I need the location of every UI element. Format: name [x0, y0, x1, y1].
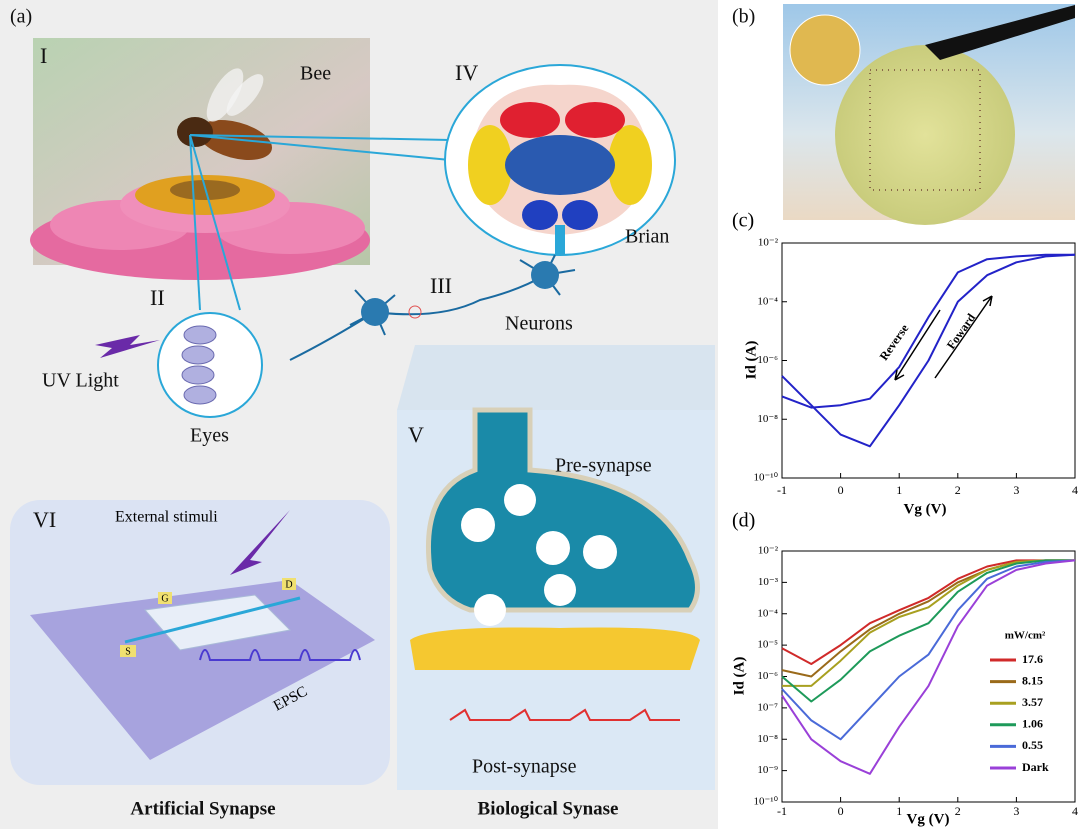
- pad-label: D: [285, 579, 292, 590]
- arrow: [934, 295, 993, 379]
- eye-circle: [157, 312, 263, 418]
- caption: External stimuli: [115, 509, 218, 526]
- x-tick-label: 3: [1013, 804, 1019, 818]
- charts: (c) 10⁻¹⁰ 10⁻⁸ 10⁻⁶ 10⁻⁴ 10⁻² -1 0 1 2 3 4 Vg (V) Id …: [731, 210, 1078, 828]
- numeral: IV: [455, 60, 478, 85]
- flower: [30, 175, 370, 280]
- series-line: [782, 559, 1075, 687]
- x-tick-label: 2: [955, 804, 961, 818]
- neuron-body: [531, 261, 559, 289]
- y-tick-label: 10⁻⁸: [757, 413, 778, 425]
- pad: [120, 645, 136, 657]
- numeral: I: [40, 43, 47, 68]
- y-tick-label: 10⁻⁴: [757, 607, 778, 619]
- caption: Eyes: [190, 425, 229, 447]
- x-tick-label: 1: [896, 804, 902, 818]
- x-tick-label: 2: [955, 483, 961, 497]
- y-tick-label: 10⁻²: [758, 237, 779, 249]
- pad-label: S: [125, 646, 131, 657]
- caption: Neurons: [505, 313, 573, 335]
- caption: Bee: [300, 63, 331, 85]
- series-line: [781, 559, 1075, 703]
- legend-label: 17.6: [1022, 652, 1043, 666]
- caption: UV Light: [42, 370, 119, 392]
- y-tick-label: 10⁻⁶: [757, 670, 778, 682]
- wafer: [835, 45, 1015, 225]
- y-tick-label: 10⁻¹⁰: [753, 796, 778, 808]
- caption-title: Artificial Synapse: [130, 798, 275, 819]
- y-axis-label: Id (A): [743, 341, 759, 380]
- caption-title: Biological Synase: [478, 798, 619, 819]
- pad: [158, 592, 172, 604]
- pad: [282, 578, 296, 590]
- brain: [468, 84, 652, 255]
- x-axis-label: Vg (V): [907, 811, 950, 827]
- post-terminal: [410, 627, 700, 670]
- numeral: II: [150, 285, 165, 310]
- caption: Brian: [625, 226, 669, 248]
- y-tick-label: 10⁻¹⁰: [753, 472, 778, 484]
- legend-title: mW/cm²: [1005, 630, 1046, 642]
- x-tick-label: 0: [838, 804, 844, 818]
- connector-lines: [189, 134, 451, 311]
- synapse-marker: [408, 305, 422, 319]
- x-tick-label: 0: [838, 483, 844, 497]
- x-tick-label: 4: [1072, 483, 1078, 497]
- x-axis-label: Vg (V): [904, 501, 947, 517]
- zoom-inset: [789, 14, 861, 86]
- post-signal: [449, 708, 680, 721]
- y-tick-label: 10⁻⁸: [757, 733, 778, 745]
- channel: [124, 596, 301, 644]
- arrow: [894, 309, 941, 381]
- series-line: [781, 253, 1075, 409]
- neuron-body: [361, 298, 389, 326]
- pre-terminal: [425, 407, 700, 613]
- legend-label: 8.15: [1022, 673, 1043, 687]
- annotation: Foward: [944, 311, 979, 352]
- x-tick-label: 4: [1072, 804, 1078, 818]
- y-tick-label: 10⁻²: [758, 545, 779, 557]
- tweezers: [925, 5, 1075, 60]
- panel-label: (a): [10, 6, 32, 28]
- y-tick-label: 10⁻⁹: [757, 764, 778, 776]
- uv-bolt: [95, 335, 160, 358]
- legend-label: 0.55: [1022, 738, 1043, 752]
- y-tick-label: 10⁻⁷: [757, 701, 778, 713]
- pad-label: G: [161, 593, 168, 604]
- numeral: VI: [33, 507, 56, 532]
- numeral: V: [408, 422, 424, 447]
- caption: Pre-synapse: [555, 455, 652, 477]
- x-tick-label: -1: [777, 483, 787, 497]
- y-tick-label: 10⁻³: [758, 576, 779, 588]
- panel-label: (d): [732, 510, 755, 532]
- vesicles: [461, 484, 617, 626]
- device-array: [869, 69, 981, 191]
- x-tick-label: 3: [1013, 483, 1019, 497]
- series-line: [781, 559, 1076, 741]
- epsc-signal: [199, 649, 361, 661]
- panel-label: (c): [732, 210, 754, 232]
- zoom-wedge: [397, 345, 715, 410]
- uv-bolt: [230, 510, 290, 575]
- legend-label: 1.06: [1022, 717, 1043, 731]
- series-line: [781, 559, 1076, 775]
- annotation: Reverse: [877, 321, 912, 363]
- substrate: [30, 580, 375, 760]
- legend-label: Dark: [1022, 760, 1049, 774]
- x-tick-label: 1: [896, 483, 902, 497]
- caption: Post-synapse: [472, 756, 577, 778]
- eye: [181, 325, 217, 405]
- y-axis-label: Id (A): [731, 657, 747, 696]
- y-tick-label: 10⁻⁵: [757, 639, 778, 651]
- x-tick-label: -1: [777, 804, 787, 818]
- series-line: [781, 253, 1076, 448]
- y-tick-label: 10⁻⁶: [757, 354, 778, 366]
- numeral: III: [430, 273, 452, 298]
- y-tick-label: 10⁻⁴: [757, 295, 778, 307]
- series-line: [781, 559, 1075, 665]
- legend-label: 3.57: [1022, 695, 1043, 709]
- panel-label: (b): [732, 6, 755, 28]
